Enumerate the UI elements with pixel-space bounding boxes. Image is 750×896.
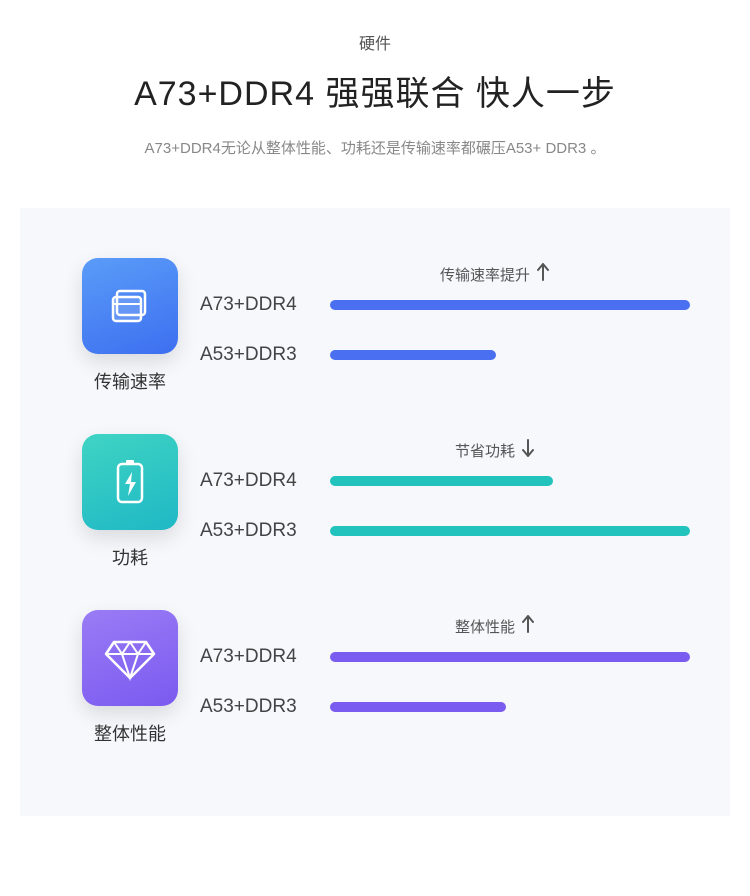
arrow-up-icon	[536, 262, 550, 286]
description: A73+DDR4无论从整体性能、功耗还是传输速率都碾压A53+ DDR3 。	[0, 137, 750, 158]
bar-fill	[330, 702, 506, 712]
section-transfer: 传输速率 传输速率提升 A73+DDR4 A53+DDR3	[60, 258, 690, 394]
comparison-panel: 传输速率传输速率提升A73+DDR4A53+DDR3功耗节省功耗A73+DDR4…	[20, 208, 730, 816]
bar-track	[330, 300, 690, 310]
bar-label: A53+DDR3	[200, 696, 330, 718]
bar-row: A73+DDR4	[200, 646, 690, 668]
power-icon	[82, 434, 178, 530]
arrow-down-icon	[521, 438, 535, 462]
subtitle: 硬件	[0, 30, 750, 54]
icon-column: 功耗	[60, 434, 200, 570]
bar-label: A73+DDR4	[200, 646, 330, 668]
bar-row: A53+DDR3	[200, 344, 690, 366]
icon-label: 功耗	[60, 544, 200, 570]
icon-label: 整体性能	[60, 720, 200, 746]
bar-label: A53+DDR3	[200, 344, 330, 366]
bar-fill	[330, 350, 496, 360]
bar-track	[330, 702, 690, 712]
icon-label: 传输速率	[60, 368, 200, 394]
bar-track	[330, 526, 690, 536]
bar-track	[330, 476, 690, 486]
bar-track	[330, 350, 690, 360]
section-performance: 整体性能整体性能A73+DDR4A53+DDR3	[60, 610, 690, 746]
annotation: 整体性能	[200, 614, 690, 638]
annotation: 传输速率提升	[200, 262, 690, 286]
bars-column: 传输速率提升 A73+DDR4 A53+DDR3	[200, 258, 690, 366]
annotation: 节省功耗	[200, 438, 690, 462]
icon-column: 整体性能	[60, 610, 200, 746]
bar-fill	[330, 300, 690, 310]
bar-row: A53+DDR3	[200, 520, 690, 542]
bar-fill	[330, 526, 690, 536]
bars-column: 节省功耗 A73+DDR4 A53+DDR3	[200, 434, 690, 542]
header: 硬件 A73+DDR4 强强联合 快人一步 A73+DDR4无论从整体性能、功耗…	[0, 0, 750, 188]
bar-label: A73+DDR4	[200, 470, 330, 492]
bar-label: A73+DDR4	[200, 294, 330, 316]
annotation-text: 整体性能	[455, 616, 515, 637]
annotation-text: 节省功耗	[455, 440, 515, 461]
bar-label: A53+DDR3	[200, 520, 330, 542]
bar-row: A73+DDR4	[200, 294, 690, 316]
bar-fill	[330, 476, 553, 486]
annotation-text: 传输速率提升	[440, 264, 530, 285]
arrow-up-icon	[521, 614, 535, 638]
performance-icon	[82, 610, 178, 706]
title: A73+DDR4 强强联合 快人一步	[0, 66, 750, 115]
section-power: 功耗 节省功耗 A73+DDR4 A53+DDR3	[60, 434, 690, 570]
bar-row: A73+DDR4	[200, 470, 690, 492]
bar-row: A53+DDR3	[200, 696, 690, 718]
icon-column: 传输速率	[60, 258, 200, 394]
transfer-icon	[82, 258, 178, 354]
bars-column: 整体性能 A73+DDR4 A53+DDR3	[200, 610, 690, 718]
bar-track	[330, 652, 690, 662]
bar-fill	[330, 652, 690, 662]
